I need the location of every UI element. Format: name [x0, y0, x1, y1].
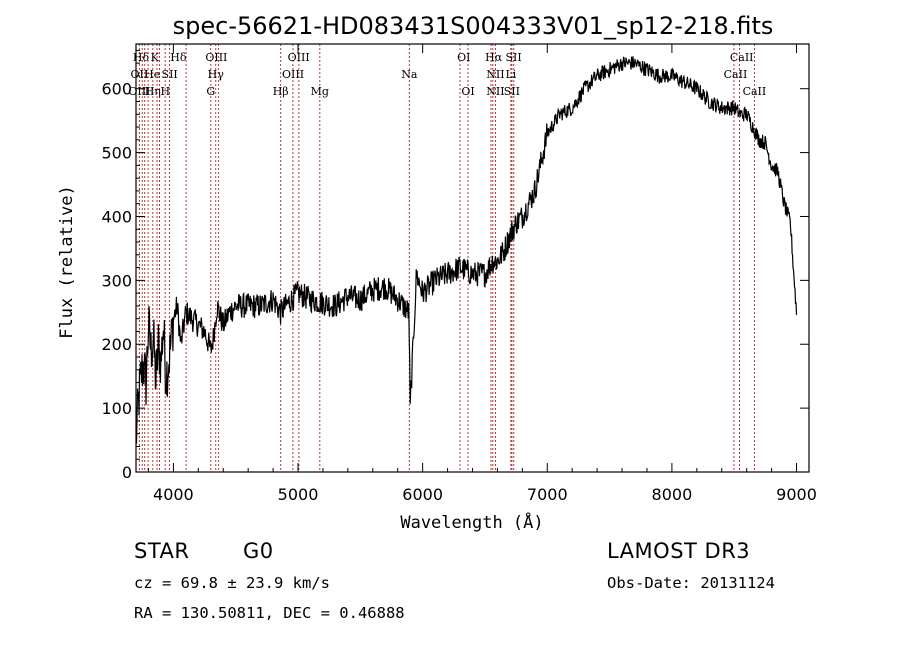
- redshift-velocity: cz = 69.8 ± 23.9 km/s: [134, 574, 330, 592]
- y-axis-ticks: 0 100 200 300 400 500 600: [101, 49, 809, 482]
- emission-line-markers: [138, 44, 755, 472]
- chart-title: spec-56621-HD083431S004333V01_sp12-218.f…: [173, 12, 774, 40]
- x-axis-label: Wavelength (Å): [400, 511, 543, 533]
- x-tick-label-9000: 9000: [776, 485, 817, 504]
- y-tick-label-100: 100: [101, 399, 132, 418]
- line-label-19: Hη: [145, 85, 161, 98]
- line-label-14: Na: [401, 68, 418, 81]
- x-tick-label-7000: 7000: [527, 485, 568, 504]
- line-label-2: Hδ: [170, 51, 187, 64]
- x-tick-label-4000: 4000: [153, 485, 194, 504]
- line-label-24: OI: [461, 85, 474, 98]
- object-class: STAR: [134, 539, 190, 563]
- line-label-21: G: [206, 85, 215, 98]
- line-label-22: Hβ: [273, 85, 289, 98]
- line-label-6: Hα: [485, 51, 503, 64]
- line-label-10: He: [144, 68, 160, 81]
- line-label-20: H: [160, 85, 170, 98]
- line-label-23: Mg: [311, 85, 329, 98]
- line-label-16: Li: [505, 68, 516, 81]
- x-tick-label-8000: 8000: [652, 485, 693, 504]
- y-tick-label-200: 200: [101, 335, 132, 354]
- y-tick-label-400: 400: [101, 207, 132, 226]
- line-label-25: NII: [486, 85, 504, 98]
- line-label-0: Hδ: [133, 51, 150, 64]
- y-tick-label-0: 0: [122, 463, 132, 482]
- x-tick-label-6000: 6000: [402, 485, 443, 504]
- survey-name: LAMOST DR3: [607, 539, 751, 563]
- line-label-8: CaII: [730, 51, 754, 64]
- y-axis-label: Flux (relative): [57, 185, 77, 339]
- observation-date: Obs-Date: 20131124: [607, 574, 775, 592]
- line-label-12: Hγ: [208, 68, 225, 81]
- x-tick-label-5000: 5000: [278, 485, 319, 504]
- spectrum-line: [135, 56, 798, 444]
- line-label-27: CaII: [743, 85, 767, 98]
- line-label-3: OIII: [205, 51, 227, 64]
- line-label-7: SII: [506, 51, 522, 64]
- line-label-15: NII: [486, 68, 504, 81]
- x-axis-ticks: 4000 5000 6000 7000 8000 9000: [147, 44, 817, 504]
- y-tick-label-300: 300: [101, 271, 132, 290]
- line-label-17: CaII: [724, 68, 748, 81]
- line-label-1: K: [151, 51, 160, 64]
- line-label-26: SII: [504, 85, 520, 98]
- plot-frame: [135, 43, 810, 473]
- line-label-4: OIII: [288, 51, 310, 64]
- object-subclass: G0: [243, 539, 274, 563]
- line-label-11: SII: [162, 68, 178, 81]
- coordinates: RA = 130.50811, DEC = 0.46888: [134, 604, 405, 622]
- line-label-5: OI: [457, 51, 470, 64]
- line-label-9: OII: [131, 68, 149, 81]
- y-tick-label-500: 500: [101, 144, 132, 163]
- y-tick-label-600: 600: [101, 80, 132, 99]
- line-label-13: OIII: [282, 68, 304, 81]
